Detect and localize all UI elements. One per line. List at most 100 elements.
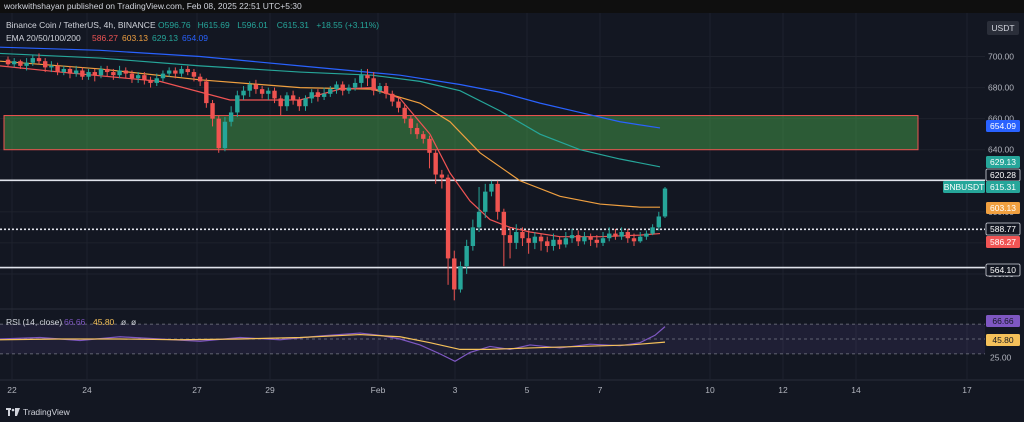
symbol-tag-bg: [943, 181, 985, 193]
candle-body: [55, 65, 60, 73]
candle-body: [619, 232, 624, 237]
candle-body: [662, 188, 668, 217]
candle-body: [532, 236, 538, 243]
candles: [5, 53, 668, 301]
candle-body: [297, 100, 302, 107]
candle-body: [222, 121, 228, 149]
candle-body: [377, 86, 383, 91]
time-axis[interactable]: 22 24 27 29 Feb 3 5 7 10 12 14 17: [0, 379, 1024, 395]
candle-body: [104, 68, 110, 73]
price-tag-bg: [986, 120, 1020, 132]
currency-label: USDT: [991, 23, 1014, 33]
candle-body: [148, 79, 153, 83]
candle-body: [253, 84, 259, 90]
candle-body: [284, 95, 290, 107]
time-tick: 14: [851, 385, 861, 395]
ema100-line: [0, 52, 661, 168]
candle-body: [123, 70, 128, 74]
candle-body: [5, 59, 11, 65]
candle-body: [235, 95, 240, 113]
candle-body: [11, 61, 17, 65]
ema-value: 654.09: [182, 33, 208, 43]
candle-body: [563, 238, 569, 245]
rsi-tag-value: 66.66: [992, 316, 1014, 326]
tradingview-logo-icon: [6, 408, 20, 416]
symbol-tag: BNBUSDT: [944, 182, 985, 192]
time-tick: 22: [7, 385, 17, 395]
candle-body: [111, 72, 116, 76]
price-tick: 640.00: [988, 145, 1014, 155]
symbol-line: Binance Coin / TetherUS, 4h, BINANCE: [6, 20, 156, 30]
ohlc-value: C615.31: [277, 20, 309, 30]
candle-body: [197, 76, 203, 82]
candle-body: [67, 68, 73, 74]
candle-body: [625, 232, 631, 239]
candle-body: [421, 134, 426, 139]
candle-body: [92, 72, 97, 76]
candle-body: [135, 75, 141, 79]
candle-body: [129, 73, 135, 79]
candle-body: [452, 258, 457, 290]
time-tick: 7: [598, 385, 603, 395]
candle-body: [371, 78, 376, 91]
price-tag-value: 586.27: [990, 237, 1016, 247]
candle-body: [613, 233, 618, 237]
candle-body: [427, 138, 432, 153]
candle-body: [166, 70, 172, 74]
candle-body: [204, 81, 209, 104]
candle-body: [290, 95, 296, 101]
candle-body: [576, 235, 581, 242]
candle-body: [216, 118, 221, 149]
candle-body: [18, 61, 23, 66]
price-tag-bg: [986, 156, 1020, 168]
price-chart[interactable]: Binance Coin / TetherUS, 4h, BINANCE O59…: [0, 13, 1024, 407]
candle-body: [359, 75, 364, 83]
candle-body: [594, 239, 600, 243]
candle-body: [315, 92, 321, 97]
chart-background: [0, 13, 1024, 407]
time-tick: 5: [525, 385, 530, 395]
price-tag-value: 588.77: [990, 224, 1016, 234]
price-tick: 700.00: [988, 52, 1014, 62]
candle-body: [241, 90, 246, 96]
ohlc-value: H615.69: [198, 20, 230, 30]
candle-body: [656, 216, 662, 228]
candle-body: [272, 90, 277, 99]
candle-body: [607, 233, 612, 239]
candle-body: [191, 72, 197, 77]
publication-bar: workwithshayan published on TradingView.…: [0, 0, 1024, 13]
tradingview-footer[interactable]: TradingView: [6, 407, 70, 417]
rsi-pane: [0, 308, 1024, 362]
rsi-tag-bg: [986, 315, 1020, 327]
candle-body: [228, 112, 234, 122]
candle-body: [483, 191, 488, 212]
candle-body: [402, 107, 407, 119]
candle-body: [98, 68, 104, 76]
candle-body: [73, 70, 79, 74]
candle-body: [445, 177, 451, 259]
ema200-line: [0, 46, 661, 129]
candle-body: [346, 87, 352, 91]
candle-body: [458, 266, 463, 290]
currency-badge[interactable]: [987, 21, 1019, 35]
ema-value: 603.13: [122, 33, 148, 43]
price-tick: 680.00: [988, 83, 1014, 93]
candle-body: [210, 103, 215, 119]
candle-body: [520, 232, 525, 239]
time-tick: 17: [962, 385, 972, 395]
candle-body: [340, 84, 345, 91]
candle-body: [185, 68, 190, 73]
rsi-tag-value: 45.80: [992, 335, 1014, 345]
candle-body: [117, 70, 122, 76]
tradingview-brand: TradingView: [23, 407, 70, 417]
candle-body: [334, 84, 339, 90]
candle-body: [408, 118, 414, 128]
horizontal-levels: [0, 179, 985, 269]
ohlc-value: L596.01: [237, 20, 268, 30]
price-tag-bg: [986, 202, 1020, 214]
time-tick: 24: [82, 385, 92, 395]
candle-body: [259, 89, 265, 94]
candle-body: [49, 65, 54, 68]
candle-body: [464, 245, 469, 267]
candle-body: [303, 98, 308, 107]
